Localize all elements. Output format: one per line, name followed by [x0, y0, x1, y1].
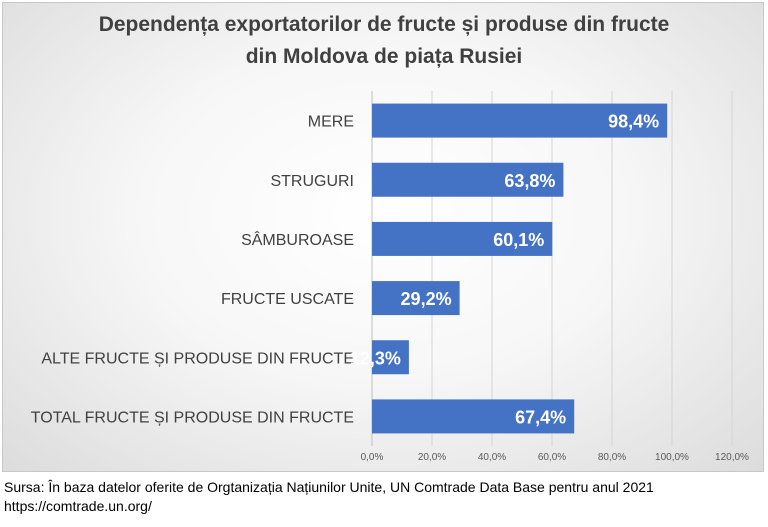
- bar-1: [372, 162, 564, 197]
- bar-chart-plot: MERE 98,4% STRUGURI 63,8% SÂMBUROASE 60,1% FRU…: [31, 91, 749, 463]
- tick-label-20: 20,0%: [418, 452, 446, 463]
- bar-2: [372, 221, 553, 256]
- category-label-2: SÂMBUROASE: [241, 230, 354, 249]
- bar-3: [372, 281, 460, 316]
- source-note: Sursa: În baza datelor oferite de Orgtan…: [4, 479, 654, 495]
- category-label-3: FRUCTE USCATE: [221, 291, 354, 308]
- bar-4: [372, 340, 409, 375]
- chart-title-line-1: Dependența exportatorilor de fructe și p…: [98, 13, 670, 36]
- bar-0: [372, 103, 668, 138]
- category-label-5: TOTAL FRUCTE ȘI PRODUSE DIN FRUCTE: [31, 409, 354, 426]
- tick-label-60: 60,0%: [538, 452, 566, 463]
- tick-label-80: 80,0%: [598, 452, 626, 463]
- value-label-0: 98,4%: [608, 112, 659, 132]
- value-label-3: 29,2%: [401, 289, 452, 309]
- bar-5: [372, 399, 575, 434]
- value-label-5: 67,4%: [515, 407, 566, 427]
- category-label-0: MERE: [308, 114, 354, 131]
- category-label-4: ALTE FRUCTE ȘI PRODUSE DIN FRUCTE: [41, 350, 354, 367]
- chart-title: Dependența exportatorilor de fructe și p…: [3, 9, 765, 73]
- source-url: https://comtrade.un.org/: [4, 498, 152, 514]
- chart-title-line-2: din Moldova de piața Rusiei: [245, 45, 523, 68]
- tick-label-40: 40,0%: [478, 452, 506, 463]
- tick-label-100: 100,0%: [655, 452, 689, 463]
- value-label-4: 12,3%: [350, 348, 401, 368]
- chart-frame: Dependența exportatorilor de fructe și p…: [2, 2, 764, 472]
- tick-label-0: 0,0%: [361, 452, 384, 463]
- value-label-1: 63,8%: [504, 171, 555, 191]
- category-label-1: STRUGURI: [270, 173, 354, 190]
- value-label-2: 60,1%: [493, 230, 544, 250]
- tick-label-120: 120,0%: [715, 452, 749, 463]
